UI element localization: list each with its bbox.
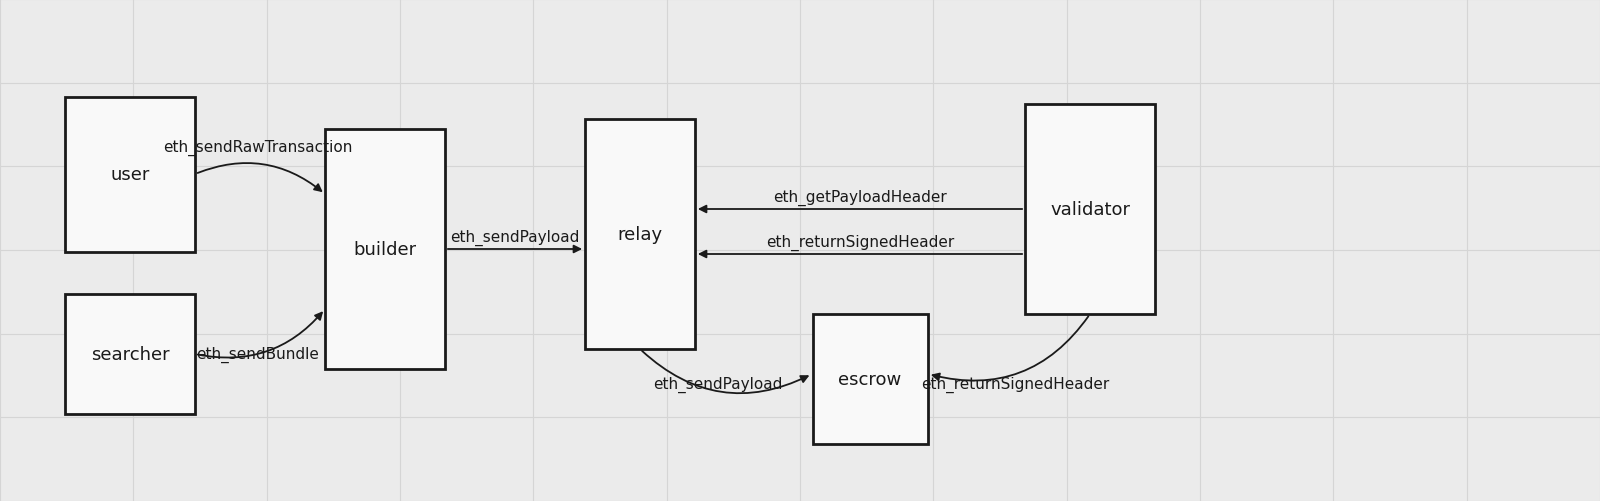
Text: eth_sendPayload: eth_sendPayload xyxy=(653,376,782,392)
Text: eth_returnSignedHeader: eth_returnSignedHeader xyxy=(922,376,1109,392)
FancyBboxPatch shape xyxy=(586,120,694,349)
Text: searcher: searcher xyxy=(91,345,170,363)
FancyBboxPatch shape xyxy=(325,130,445,369)
FancyBboxPatch shape xyxy=(66,97,195,252)
FancyBboxPatch shape xyxy=(66,295,195,414)
Text: eth_sendBundle: eth_sendBundle xyxy=(197,346,320,362)
Text: builder: builder xyxy=(354,240,416,259)
Text: escrow: escrow xyxy=(838,370,902,388)
Text: user: user xyxy=(110,166,150,184)
Text: eth_sendPayload: eth_sendPayload xyxy=(450,229,579,245)
Text: relay: relay xyxy=(618,225,662,243)
Text: eth_returnSignedHeader: eth_returnSignedHeader xyxy=(766,234,954,250)
Text: eth_getPayloadHeader: eth_getPayloadHeader xyxy=(773,189,947,206)
Text: eth_sendRawTransaction: eth_sendRawTransaction xyxy=(163,140,352,156)
Text: validator: validator xyxy=(1050,200,1130,218)
FancyBboxPatch shape xyxy=(813,314,928,444)
FancyBboxPatch shape xyxy=(1026,105,1155,314)
